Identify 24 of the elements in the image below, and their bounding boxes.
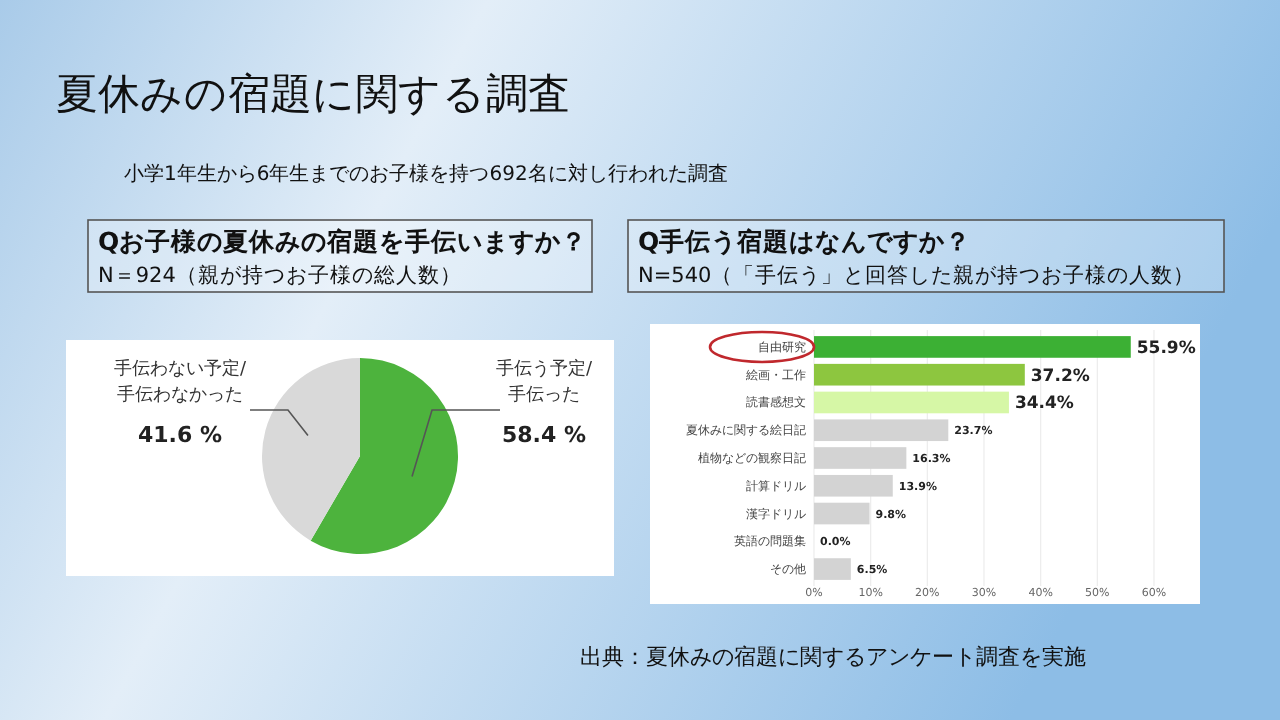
- data-label: 55.9%: [1136, 338, 1197, 359]
- text: 夏休みの宿題に関する調査: [56, 70, 570, 118]
- bar: [814, 502, 870, 525]
- pie-slice: [310, 358, 458, 554]
- bar: [814, 558, 851, 580]
- data-label: 58.4 %: [502, 422, 586, 448]
- source-note: 出典：夏休みの宿題に関するアンケート調査を実施: [580, 644, 1086, 670]
- bar: [814, 391, 1009, 414]
- data-label: 34.4%: [1014, 394, 1075, 415]
- chart-title: Q手伝う宿題はなんですか？: [638, 226, 972, 256]
- data-label: 37.2%: [1030, 366, 1091, 387]
- slice-label: 手伝う予定/ 手伝った: [495, 358, 594, 406]
- bar: [814, 363, 1025, 386]
- bar: [814, 419, 949, 442]
- chart-title: Qお子様の夏休みの宿題を手伝いますか？: [98, 226, 588, 256]
- data-label: 41.6 %: [138, 422, 222, 448]
- pie-slice: [262, 358, 360, 541]
- chart-subtitle: N＝924（親が持つお子様の総人数）: [98, 262, 462, 288]
- bar: [814, 474, 893, 497]
- bar: [814, 336, 1131, 358]
- slice-label: 手伝わない予定/ 手伝わなかった: [113, 358, 248, 406]
- bar: [814, 447, 907, 469]
- chart-subtitle: N=540（「手伝う」と回答した親が持つお子様の人数）: [638, 262, 1196, 288]
- text: 小学1年生から6年生までのお子様を持つ692名に対し行われた調査: [124, 162, 728, 186]
